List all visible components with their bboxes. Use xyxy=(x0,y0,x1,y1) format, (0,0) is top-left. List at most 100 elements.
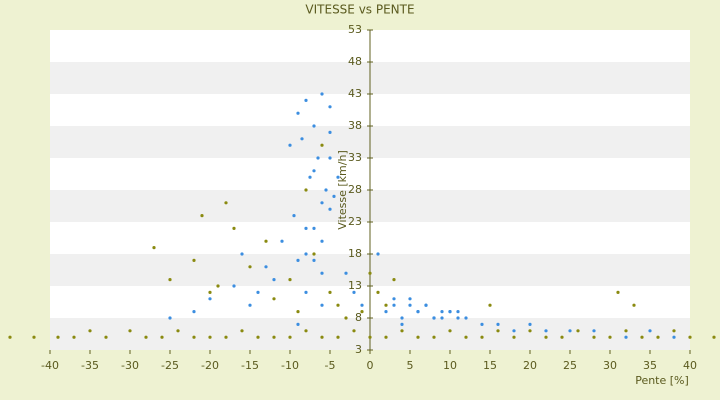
point xyxy=(324,188,328,192)
point xyxy=(272,335,276,339)
point xyxy=(376,252,380,256)
point xyxy=(312,226,316,230)
point xyxy=(192,335,196,339)
point xyxy=(360,310,364,314)
point xyxy=(208,297,212,301)
x-tick-label: 35 xyxy=(643,359,657,372)
point xyxy=(464,316,468,320)
point xyxy=(408,303,412,307)
point xyxy=(352,290,356,294)
point xyxy=(288,143,292,147)
point xyxy=(328,156,332,160)
point xyxy=(464,335,468,339)
y-tick-label: 53 xyxy=(348,23,362,36)
y-tick-label: 23 xyxy=(348,215,362,228)
x-tick-label: 5 xyxy=(407,359,414,372)
point xyxy=(264,265,268,269)
x-tick-label: 10 xyxy=(443,359,457,372)
point xyxy=(488,303,492,307)
x-tick-label: -15 xyxy=(241,359,259,372)
point xyxy=(496,322,500,326)
point xyxy=(568,329,572,333)
y-axis-title: Vitesse [km/h] xyxy=(336,150,349,230)
point xyxy=(272,278,276,282)
x-tick-label: -20 xyxy=(201,359,219,372)
point xyxy=(304,290,308,294)
point xyxy=(632,303,636,307)
point xyxy=(280,239,284,243)
point xyxy=(304,98,308,102)
point xyxy=(192,310,196,314)
point xyxy=(456,310,460,314)
x-tick-label: -25 xyxy=(161,359,179,372)
point xyxy=(408,297,412,301)
point xyxy=(320,303,324,307)
y-tick-label: 43 xyxy=(348,87,362,100)
point xyxy=(336,303,340,307)
point xyxy=(416,335,420,339)
point xyxy=(656,335,660,339)
point xyxy=(224,201,228,205)
point xyxy=(72,335,76,339)
point xyxy=(248,265,252,269)
point xyxy=(312,252,316,256)
x-tick-label: -30 xyxy=(121,359,139,372)
point xyxy=(440,310,444,314)
point xyxy=(256,335,260,339)
x-tick-label: -35 xyxy=(81,359,99,372)
point xyxy=(456,316,460,320)
point xyxy=(300,137,304,141)
x-tick-label: -40 xyxy=(41,359,59,372)
x-tick-label: 20 xyxy=(523,359,537,372)
y-tick-label: 13 xyxy=(348,279,362,292)
point xyxy=(216,284,220,288)
x-tick-label: -5 xyxy=(325,359,336,372)
y-tick-label: 33 xyxy=(348,151,362,164)
point xyxy=(616,290,620,294)
point xyxy=(56,335,60,339)
point xyxy=(208,290,212,294)
point xyxy=(648,329,652,333)
point xyxy=(312,169,316,173)
point xyxy=(328,207,332,211)
point xyxy=(320,335,324,339)
point xyxy=(360,303,364,307)
point xyxy=(384,335,388,339)
point xyxy=(384,303,388,307)
point xyxy=(432,335,436,339)
y-tick-label: 3 xyxy=(355,343,362,356)
point xyxy=(168,316,172,320)
x-tick-label: 40 xyxy=(683,359,697,372)
x-tick-label: 25 xyxy=(563,359,577,372)
point xyxy=(88,329,92,333)
y-tick-label: 18 xyxy=(348,247,362,260)
point xyxy=(480,335,484,339)
x-axis-title: Pente [%] xyxy=(635,374,689,387)
y-tick-label: 38 xyxy=(348,119,362,132)
point xyxy=(440,316,444,320)
point xyxy=(232,284,236,288)
point xyxy=(624,335,628,339)
point xyxy=(32,335,36,339)
point xyxy=(688,335,692,339)
y-tick-label: 8 xyxy=(355,311,362,324)
point xyxy=(168,278,172,282)
chart-title: VITESSE vs PENTE xyxy=(305,3,414,17)
point xyxy=(328,130,332,134)
point xyxy=(304,329,308,333)
point xyxy=(304,252,308,256)
point xyxy=(480,322,484,326)
point xyxy=(392,297,396,301)
point xyxy=(272,297,276,301)
point xyxy=(712,335,716,339)
point xyxy=(200,214,204,218)
x-tick-label: -10 xyxy=(281,359,299,372)
point xyxy=(336,175,340,179)
point xyxy=(400,316,404,320)
point xyxy=(104,335,108,339)
point xyxy=(296,322,300,326)
point xyxy=(672,329,676,333)
point xyxy=(344,271,348,275)
point xyxy=(576,329,580,333)
